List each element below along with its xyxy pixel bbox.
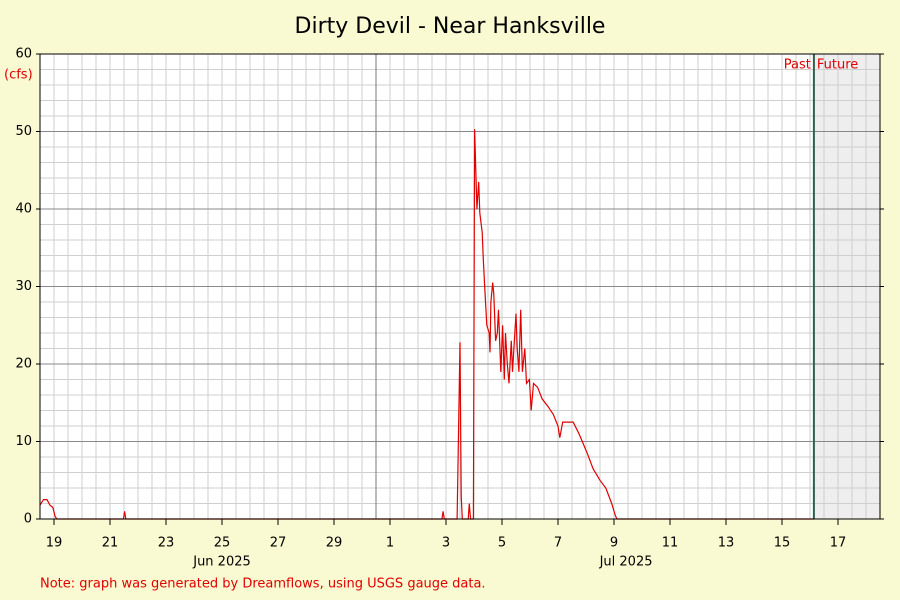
y-tick-label: 40: [15, 202, 32, 217]
x-tick-label: 29: [326, 536, 343, 551]
x-tick-label: 13: [718, 536, 735, 551]
x-tick-label: 5: [498, 536, 506, 551]
plot-frame: [39, 53, 881, 520]
x-tick-label: 17: [830, 536, 847, 551]
y-tick-label: 0: [24, 512, 32, 527]
x-month-label: Jul 2025: [599, 555, 653, 570]
future-label: Future: [817, 58, 858, 73]
x-tick-label: 1: [386, 536, 394, 551]
x-tick-label: 21: [102, 536, 119, 551]
note: Note: graph was generated by Dreamflows,…: [40, 577, 486, 592]
y-unit-label: (cfs): [4, 68, 33, 83]
x-month-label: Jun 2025: [192, 555, 251, 570]
x-tick-label: 23: [158, 536, 175, 551]
x-tick-label: 9: [610, 536, 618, 551]
y-tick-label: 30: [15, 279, 32, 294]
x-tick-label: 3: [442, 536, 450, 551]
past-label: Past: [784, 58, 811, 73]
x-tick-label: 27: [270, 536, 287, 551]
x-tick-label: 11: [662, 536, 679, 551]
y-tick-label: 20: [15, 357, 32, 372]
y-tick-label: 10: [15, 434, 32, 449]
y-tick-label: 60: [15, 47, 32, 62]
x-tick-label: 25: [214, 536, 231, 551]
x-tick-label: 19: [46, 536, 63, 551]
x-tick-label: 15: [774, 536, 791, 551]
x-tick-label: 7: [554, 536, 562, 551]
y-tick-label: 50: [15, 124, 32, 139]
chart-title: Dirty Devil - Near Hanksville: [295, 14, 606, 39]
